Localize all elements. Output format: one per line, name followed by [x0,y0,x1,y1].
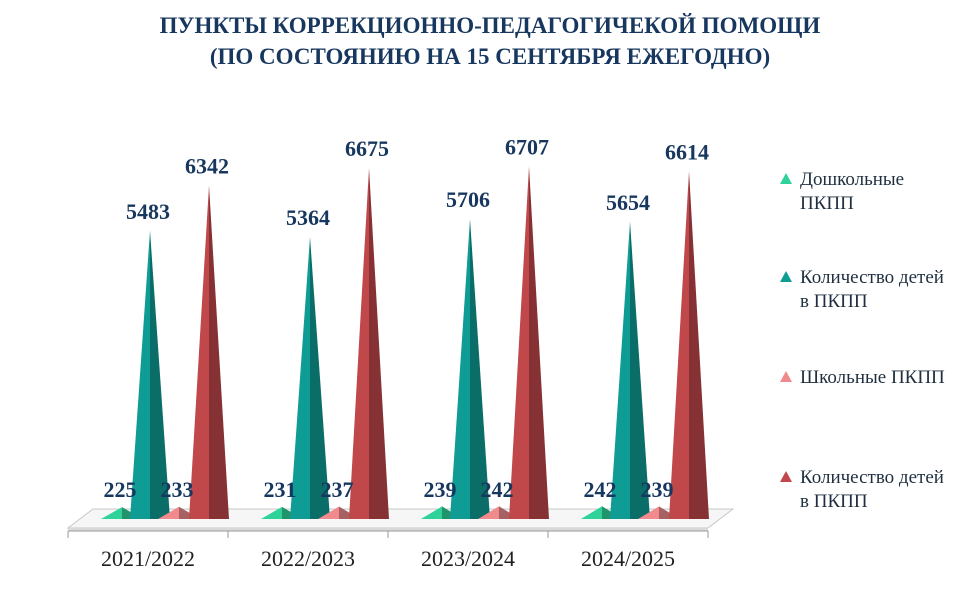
legend-label: Количество детей в ПКПП [800,467,944,512]
chart-floor [66,508,735,531]
bar [318,506,360,519]
data-label: 6675 [345,136,389,161]
legend-swatch [780,371,792,382]
data-label: 6707 [505,134,549,159]
bar [189,185,229,520]
chart-title: ПУНКТЫ КОРРЕКЦИОННО-ПЕДАГОГИЧЕКОЙ ПОМОЩИ… [60,10,920,72]
x-axis: 2021/2022 2022/2023 2023/2024 2024/2025 [67,530,709,571]
legend-swatch [780,271,792,282]
x-tick-label: 2021/2022 [101,546,195,571]
data-label: 242 [481,477,514,502]
data-label: 239 [641,477,674,502]
chart-title-line-1: ПУНКТЫ КОРРЕКЦИОННО-ПЕДАГОГИЧЕКОЙ ПОМОЩИ [159,13,821,38]
data-label: 233 [161,477,194,502]
bar [450,219,490,519]
data-label: 242 [584,477,617,502]
chart-marks [101,166,709,520]
bar [261,506,303,519]
bar [509,166,549,519]
legend-item: Количество детей в ПКПП [780,466,950,514]
bar [610,221,650,519]
data-label: 5654 [606,190,650,215]
data-label: 5706 [446,187,490,212]
data-label: 5483 [126,199,170,224]
bar [130,230,170,519]
bar [669,171,709,519]
legend-item: Школьные ПКПП [780,366,950,390]
x-tick-label: 2023/2024 [421,546,515,571]
x-tick-label: 2022/2023 [261,546,355,571]
legend-label: Школьные ПКПП [800,367,945,388]
data-label: 6342 [185,154,229,179]
data-labels: 225 5483 233 6342 231 5364 237 6675 239 5706 242 67… [104,134,710,502]
bar [290,237,330,520]
data-label: 6614 [665,139,709,164]
legend-swatch [780,173,792,184]
legend-label: Дошкольные ПКПП [800,169,905,214]
data-label: 239 [424,477,457,502]
legend-label: Количество детей в ПКПП [800,267,944,312]
chart-title-line-2: (ПО СОСТОЯНИЮ НА 15 СЕНТЯБРЯ ЕЖЕГОДНО) [209,44,771,69]
legend-swatch [780,471,792,482]
data-label: 225 [104,477,137,502]
legend-item: Количество детей в ПКПП [780,266,950,314]
bar [349,168,389,520]
legend-item: Дошкольные ПКПП [780,168,950,216]
data-label: 5364 [286,205,330,230]
bar [101,507,143,519]
data-label: 231 [264,477,297,502]
x-tick-label: 2024/2025 [581,546,675,571]
data-label: 237 [321,477,354,502]
